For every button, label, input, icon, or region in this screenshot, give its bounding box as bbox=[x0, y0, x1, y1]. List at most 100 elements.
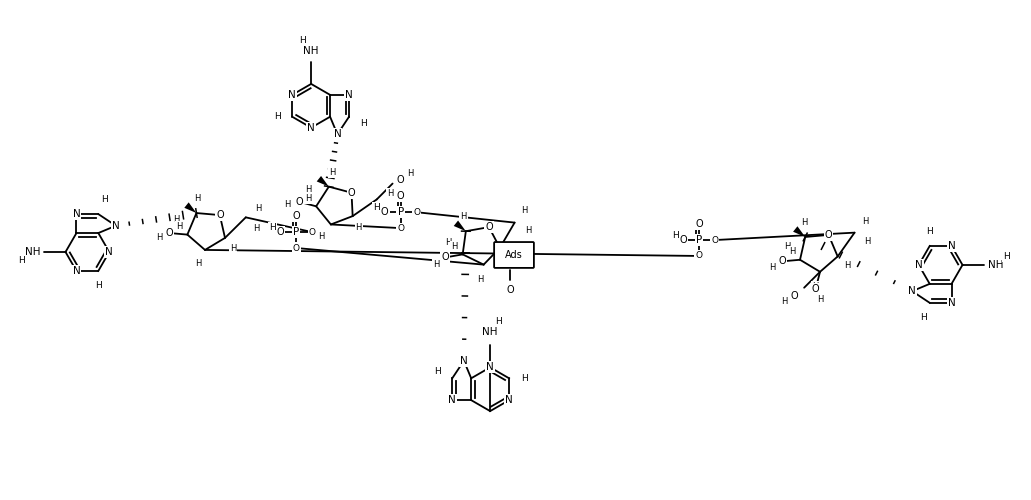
Text: O: O bbox=[217, 210, 224, 220]
Text: O: O bbox=[276, 227, 285, 237]
Text: H: H bbox=[781, 297, 788, 306]
Polygon shape bbox=[793, 226, 805, 237]
Text: P: P bbox=[293, 227, 299, 237]
Text: O: O bbox=[441, 252, 448, 262]
Text: H: H bbox=[496, 317, 502, 326]
Text: H: H bbox=[176, 222, 182, 231]
FancyBboxPatch shape bbox=[494, 242, 534, 268]
Text: O: O bbox=[811, 284, 820, 294]
Text: H: H bbox=[522, 206, 528, 216]
Text: O: O bbox=[695, 219, 703, 229]
Text: H: H bbox=[373, 203, 380, 212]
Text: H: H bbox=[230, 244, 236, 253]
Text: N: N bbox=[947, 298, 956, 308]
Text: Ads: Ads bbox=[505, 250, 523, 260]
Text: H: H bbox=[356, 224, 362, 232]
Text: N: N bbox=[345, 90, 353, 100]
Text: H: H bbox=[920, 313, 927, 322]
Text: H: H bbox=[801, 218, 807, 227]
Text: NH: NH bbox=[25, 247, 40, 257]
Text: P: P bbox=[398, 207, 404, 217]
Text: H: H bbox=[789, 248, 795, 256]
Text: H: H bbox=[521, 374, 528, 383]
Text: N: N bbox=[487, 362, 494, 372]
Text: O: O bbox=[486, 222, 493, 232]
Text: H: H bbox=[360, 119, 367, 128]
Text: N: N bbox=[908, 286, 917, 296]
Text: N: N bbox=[112, 220, 120, 230]
Text: N: N bbox=[460, 356, 468, 366]
Text: O: O bbox=[778, 256, 786, 266]
Text: N: N bbox=[72, 266, 80, 276]
Text: N: N bbox=[505, 395, 513, 405]
Text: H: H bbox=[407, 169, 413, 178]
Text: O: O bbox=[825, 230, 832, 240]
Text: H: H bbox=[330, 168, 336, 177]
Text: H: H bbox=[95, 282, 102, 290]
Text: O: O bbox=[711, 236, 719, 244]
Polygon shape bbox=[454, 220, 466, 231]
Text: H: H bbox=[477, 275, 484, 284]
Text: H: H bbox=[383, 208, 389, 217]
Text: H: H bbox=[299, 36, 306, 44]
Text: H: H bbox=[452, 242, 458, 251]
Text: H: H bbox=[305, 185, 311, 194]
Text: H: H bbox=[101, 195, 108, 204]
Text: O: O bbox=[295, 196, 303, 206]
Text: H: H bbox=[195, 194, 201, 203]
Text: O: O bbox=[397, 224, 404, 232]
Text: H: H bbox=[173, 215, 179, 224]
Text: NH: NH bbox=[483, 328, 498, 338]
Text: H: H bbox=[445, 238, 452, 247]
Text: H: H bbox=[460, 212, 466, 221]
Text: H: H bbox=[864, 237, 870, 246]
Text: O: O bbox=[397, 174, 404, 184]
Text: H: H bbox=[256, 204, 262, 213]
Text: H: H bbox=[844, 261, 851, 270]
Text: O: O bbox=[293, 244, 300, 252]
Text: H: H bbox=[319, 232, 325, 241]
Text: H: H bbox=[926, 226, 933, 235]
Text: H: H bbox=[769, 264, 776, 272]
Text: H: H bbox=[274, 112, 280, 121]
Text: H: H bbox=[672, 231, 678, 240]
Text: O: O bbox=[791, 290, 798, 300]
Text: O: O bbox=[679, 235, 687, 245]
Text: N: N bbox=[307, 122, 315, 132]
Text: N: N bbox=[908, 286, 917, 296]
Text: H: H bbox=[254, 224, 260, 233]
Text: H: H bbox=[818, 295, 824, 304]
Text: H: H bbox=[434, 367, 441, 376]
Text: H: H bbox=[269, 223, 275, 232]
Text: O: O bbox=[696, 252, 702, 260]
Text: O: O bbox=[413, 208, 420, 216]
Text: O: O bbox=[347, 188, 356, 198]
Text: NH: NH bbox=[988, 260, 1003, 270]
Text: H: H bbox=[1003, 252, 1009, 260]
Text: H: H bbox=[285, 200, 291, 209]
Text: N: N bbox=[914, 260, 923, 270]
Polygon shape bbox=[317, 176, 329, 186]
Text: H: H bbox=[388, 188, 394, 198]
Text: H: H bbox=[19, 256, 25, 265]
Polygon shape bbox=[185, 202, 197, 213]
Text: N: N bbox=[333, 129, 341, 139]
Text: N: N bbox=[460, 356, 468, 366]
Text: N: N bbox=[105, 247, 113, 257]
Text: NH: NH bbox=[303, 46, 319, 56]
Text: H: H bbox=[812, 282, 819, 290]
Text: O: O bbox=[380, 207, 389, 217]
Text: H: H bbox=[862, 218, 869, 226]
Text: N: N bbox=[947, 241, 956, 251]
Text: O: O bbox=[397, 192, 404, 202]
Text: O: O bbox=[293, 211, 300, 221]
Text: H: H bbox=[784, 242, 790, 252]
Text: H: H bbox=[195, 259, 201, 268]
Text: N: N bbox=[72, 209, 80, 219]
Text: H: H bbox=[507, 252, 513, 260]
Text: H: H bbox=[525, 226, 531, 235]
Text: N: N bbox=[289, 90, 296, 100]
Text: H: H bbox=[305, 194, 311, 203]
Text: H: H bbox=[433, 260, 439, 270]
Text: P: P bbox=[696, 235, 702, 245]
